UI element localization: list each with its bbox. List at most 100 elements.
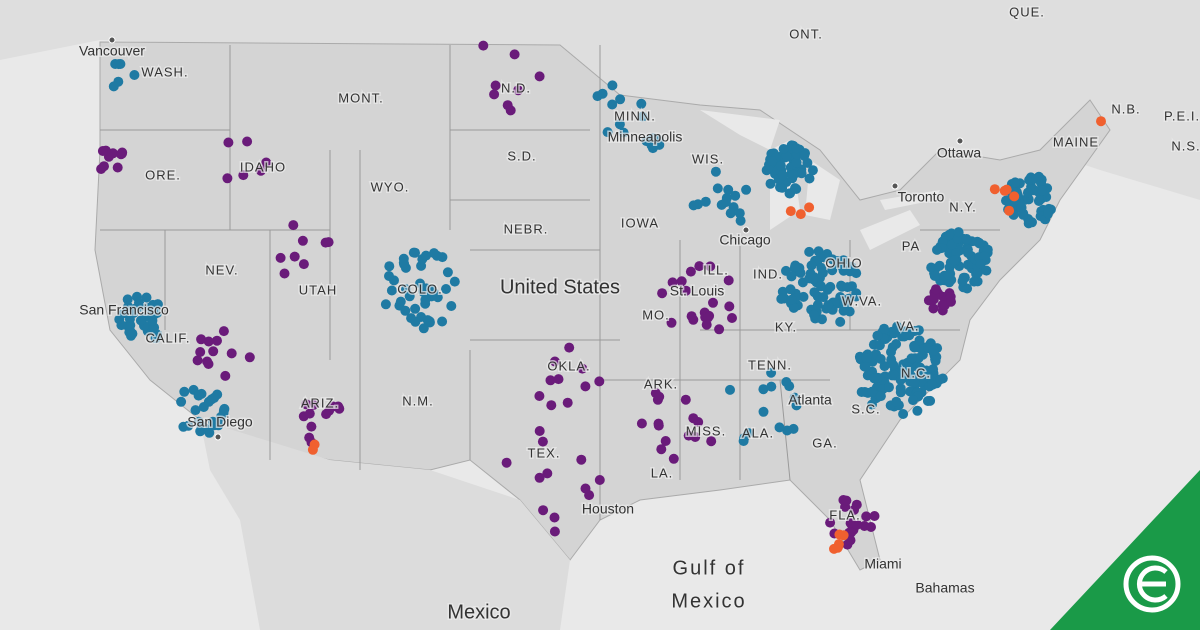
dot — [776, 293, 787, 304]
place-label: ARK. — [644, 376, 678, 391]
brand-logo — [1123, 555, 1181, 613]
dot — [688, 200, 699, 211]
dot — [223, 137, 234, 148]
place-label: OHIO — [825, 255, 862, 270]
dot — [739, 433, 750, 444]
dot — [767, 156, 778, 167]
dot — [666, 317, 677, 328]
dot — [915, 366, 926, 377]
dot — [851, 288, 862, 299]
dot — [384, 271, 394, 281]
dot — [808, 274, 819, 285]
place-label: NEV. — [205, 262, 238, 277]
dot — [597, 88, 608, 99]
city-marker — [214, 433, 222, 441]
dot — [542, 468, 553, 479]
dot — [782, 425, 793, 436]
dot — [615, 94, 626, 105]
dot — [513, 85, 524, 96]
dot — [490, 80, 501, 91]
dot — [653, 418, 664, 429]
dot — [809, 309, 820, 320]
dot — [790, 262, 800, 272]
place-label: N.M. — [402, 393, 433, 408]
dot — [421, 250, 431, 261]
dot — [957, 276, 968, 287]
dot — [657, 288, 668, 299]
dot — [823, 300, 834, 311]
dots — [96, 40, 1106, 554]
place-label: United States — [500, 276, 620, 298]
dot — [549, 526, 560, 537]
dot — [766, 367, 777, 378]
dot — [607, 80, 618, 91]
place-label: VA. — [897, 318, 920, 333]
dot — [218, 326, 229, 337]
dot — [791, 157, 802, 168]
dot — [681, 285, 691, 296]
dot — [891, 324, 902, 335]
dot — [895, 383, 906, 394]
dot — [1022, 187, 1033, 198]
dot — [279, 268, 290, 279]
dot — [975, 259, 986, 270]
dot — [827, 265, 838, 276]
dot — [851, 268, 862, 279]
dot — [845, 535, 856, 546]
dot — [928, 345, 939, 356]
dot — [112, 162, 123, 173]
dot — [725, 208, 736, 219]
place-label: COLO. — [397, 281, 442, 296]
dot — [537, 436, 548, 447]
dot — [775, 182, 785, 193]
dot — [1043, 208, 1053, 219]
dot — [636, 418, 647, 429]
dot — [725, 384, 735, 395]
dot — [110, 59, 121, 69]
dot — [564, 342, 575, 353]
dot — [422, 315, 433, 326]
great-lakes — [700, 110, 940, 250]
place-label: MO. — [642, 307, 670, 322]
dot — [553, 374, 564, 385]
dot — [818, 292, 829, 303]
dot — [135, 315, 146, 326]
dot — [208, 346, 219, 357]
dot — [869, 373, 880, 384]
dot — [809, 287, 820, 298]
dot — [127, 328, 138, 339]
dot — [212, 335, 222, 346]
place-label: UTAH — [299, 282, 337, 297]
place-label: Chicago — [719, 232, 771, 248]
dot — [989, 184, 1000, 195]
dot — [333, 401, 344, 412]
dot — [909, 377, 920, 388]
dot — [979, 251, 990, 262]
dot — [108, 81, 119, 92]
dot — [804, 202, 815, 213]
dot — [906, 353, 917, 364]
dot — [222, 173, 233, 184]
dot — [653, 135, 664, 146]
dot — [198, 402, 209, 412]
dot — [429, 248, 439, 259]
place-label: OKLA. — [547, 358, 590, 373]
dot — [614, 119, 625, 130]
dot — [786, 271, 797, 282]
dot — [1031, 173, 1042, 184]
dot — [712, 183, 723, 194]
dot — [804, 173, 815, 184]
dot — [872, 330, 883, 341]
dot — [781, 377, 792, 387]
dot — [576, 454, 587, 465]
dot — [694, 261, 705, 272]
dot — [799, 150, 810, 161]
dot — [786, 294, 797, 305]
dot — [667, 277, 678, 288]
dot — [307, 444, 318, 455]
dot — [501, 457, 512, 468]
gulf-label: Gulf of — [673, 557, 746, 579]
dot — [838, 305, 849, 316]
dot — [380, 299, 391, 310]
place-label: San Diego — [187, 414, 253, 430]
